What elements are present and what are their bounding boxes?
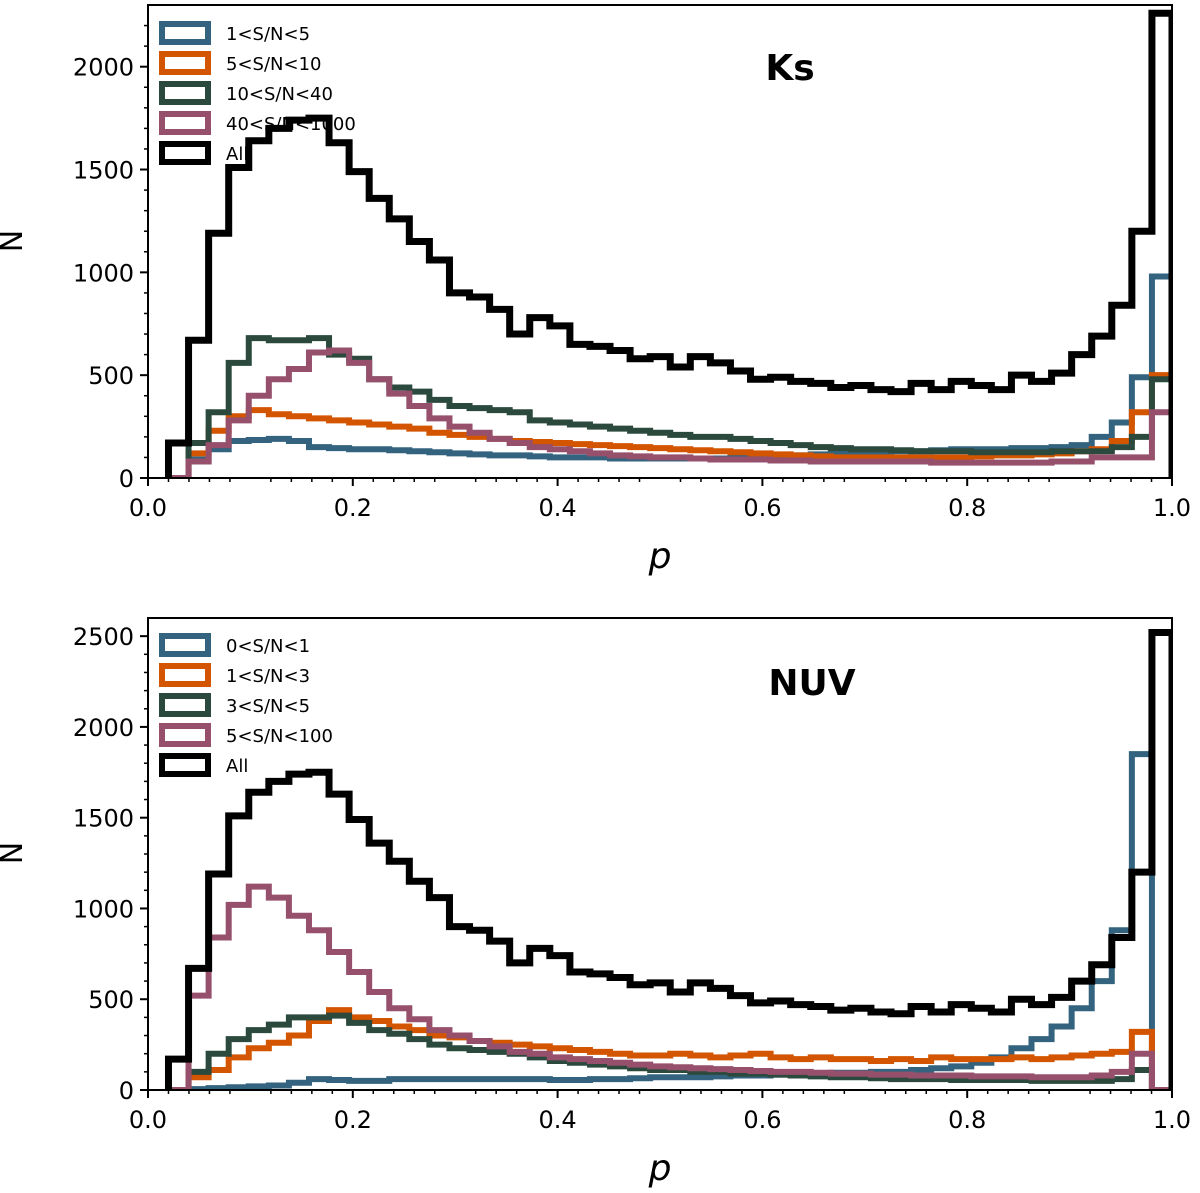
y-tick-label-nuv-0: 0 — [119, 1077, 134, 1105]
series-nuv-3 — [168, 883, 1172, 1090]
x-tick-label-ks-2: 0.4 — [539, 494, 577, 522]
legend-label-ks-2: 10<S/N<40 — [226, 84, 333, 105]
legend-label-ks-1: 5<S/N<10 — [226, 54, 321, 75]
panel-title-nuv: NUV — [768, 663, 855, 704]
x-tick-label-nuv-4: 0.8 — [948, 1106, 986, 1134]
x-tick-label-nuv-3: 0.6 — [743, 1106, 781, 1134]
legend-label-nuv-0: 0<S/N<1 — [226, 636, 310, 657]
legend-swatch-ks-1 — [159, 51, 211, 75]
y-tick-label-nuv-1: 500 — [88, 986, 134, 1014]
y-tick-label-ks-0: 0 — [119, 465, 134, 493]
x-tick-label-nuv-2: 0.4 — [539, 1106, 577, 1134]
legend-label-nuv-3: 5<S/N<100 — [226, 726, 333, 747]
series-nuv-2 — [168, 1012, 1172, 1090]
x-tick-label-ks-4: 0.8 — [948, 494, 986, 522]
x-tick-label-nuv-5: 1.0 — [1153, 1106, 1191, 1134]
series-nuv-1 — [168, 1007, 1172, 1090]
legend-swatch-ks-0 — [159, 21, 211, 45]
x-tick-label-nuv-1: 0.2 — [334, 1106, 372, 1134]
x-axis-label-ks: p — [648, 536, 672, 577]
x-tick-label-nuv-0: 0.0 — [129, 1106, 167, 1134]
ticks-layer-nuv: 0.0 0.2 0.4 0.6 0.8 1.0 0 500 1000 1500 2000 2500 — [73, 623, 1191, 1134]
y-axis-label-nuv: N — [0, 842, 30, 864]
y-tick-label-nuv-5: 2500 — [73, 623, 134, 651]
legend-swatch-nuv-3 — [159, 723, 211, 747]
y-tick-label-nuv-3: 1500 — [73, 805, 134, 833]
legend-label-ks-0: 1<S/N<5 — [226, 24, 310, 45]
series-ks-1 — [168, 372, 1172, 478]
legend-label-nuv-1: 1<S/N<3 — [226, 666, 310, 687]
legend-swatch-ks-3 — [159, 111, 211, 135]
x-tick-label-ks-1: 0.2 — [334, 494, 372, 522]
legend-ks: 1<S/N<5 5<S/N<10 10<S/N<40 40<S/N<1000 All — [159, 21, 356, 165]
y-tick-label-ks-1: 500 — [88, 362, 134, 390]
legend-label-ks-4: All — [226, 144, 248, 165]
y-tick-label-nuv-4: 2000 — [73, 714, 134, 742]
legend-label-nuv-2: 3<S/N<5 — [226, 696, 310, 717]
panel-title-ks: Ks — [765, 48, 814, 89]
legend-swatch-nuv-2 — [159, 693, 211, 717]
legend-swatch-nuv-0 — [159, 633, 211, 657]
legend-label-nuv-4: All — [226, 756, 248, 777]
y-axis-label-ks: N — [0, 230, 30, 252]
series-layer-ks — [164, 9, 1172, 478]
x-tick-label-ks-3: 0.6 — [743, 494, 781, 522]
legend-swatch-ks-2 — [159, 81, 211, 105]
ticks-layer-ks: 0.0 0.2 0.4 0.6 0.8 1.0 0 500 1000 1500 2000 — [73, 24, 1191, 522]
y-tick-label-nuv-2: 1000 — [73, 895, 134, 923]
y-tick-label-ks-3: 1500 — [73, 157, 134, 185]
series-nuv-0 — [168, 751, 1172, 1090]
legend-label-ks-3: 40<S/N<1000 — [226, 114, 356, 135]
legend-swatch-nuv-1 — [159, 663, 211, 687]
y-tick-label-ks-2: 1000 — [73, 259, 134, 287]
plot-frame-ks — [147, 4, 1173, 479]
panel-nuv: 0.0 0.2 0.4 0.6 0.8 1.0 0 500 1000 1500 2000 2500 N… — [0, 617, 1191, 1189]
legend-swatch-ks-4 — [159, 141, 211, 165]
x-axis-label-nuv: p — [648, 1148, 672, 1189]
legend-nuv: 0<S/N<1 1<S/N<3 3<S/N<5 5<S/N<100 All — [159, 633, 333, 777]
legend-swatch-nuv-4 — [159, 753, 211, 777]
series-layer-nuv — [164, 629, 1172, 1090]
x-tick-label-ks-0: 0.0 — [129, 494, 167, 522]
series-ks-4 — [164, 9, 1172, 478]
series-ks-3 — [168, 347, 1172, 478]
y-tick-label-ks-4: 2000 — [73, 54, 134, 82]
x-tick-label-ks-5: 1.0 — [1153, 494, 1191, 522]
series-nuv-4 — [164, 629, 1172, 1090]
